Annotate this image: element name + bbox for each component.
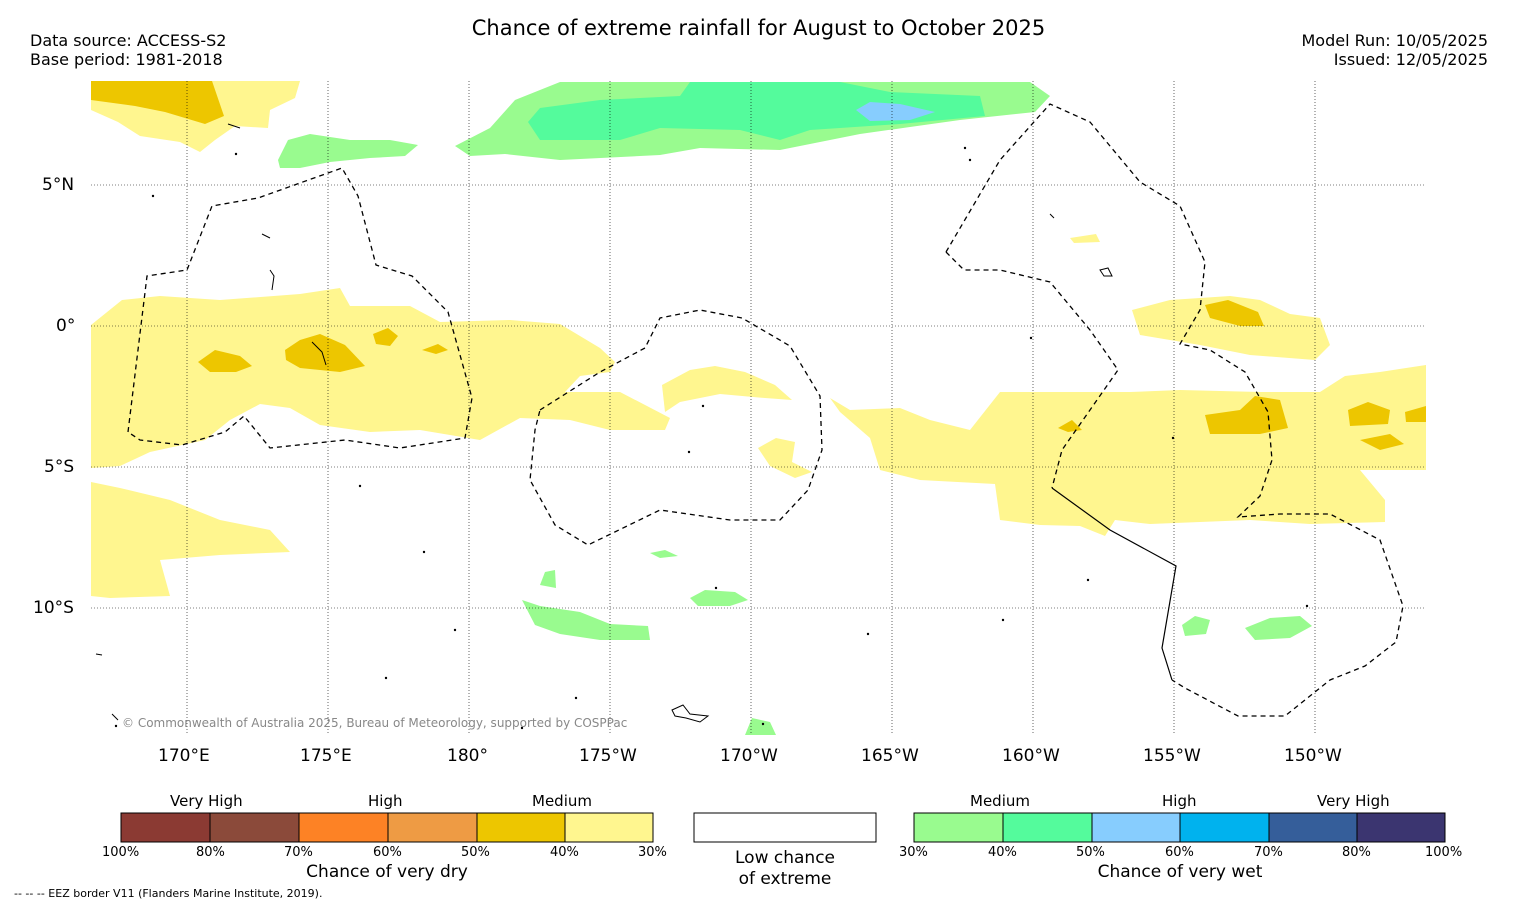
model-run-label: Model Run: 10/05/2025 — [1301, 31, 1489, 50]
dry-category-very-high: Very High — [170, 792, 243, 810]
dry-category-high: High — [368, 792, 403, 810]
base-period-label: Base period: 1981-2018 — [30, 50, 223, 69]
dry-patch-east-dot — [1070, 234, 1100, 243]
lat-label-0: 0° — [56, 316, 76, 336]
lon-label-170w: 170°W — [720, 746, 778, 766]
wet-legend-title: Chance of very wet — [1097, 862, 1263, 882]
wet-patch-south3 — [540, 570, 556, 588]
wet-tick-80: 80% — [1342, 845, 1371, 860]
dry-band-west — [91, 288, 670, 468]
wet-category-high: High — [1162, 792, 1197, 810]
wet-patch-south5 — [1245, 616, 1312, 640]
island-outlines — [95, 123, 1113, 723]
low-chance-label: Low chance of extreme — [694, 848, 876, 890]
wet-patch-south4 — [650, 550, 678, 558]
lon-label-170e: 170°E — [158, 746, 210, 766]
dry-swatch-5 — [565, 813, 653, 842]
dry-patch-east-small — [1058, 420, 1082, 432]
dry-band-east-core2 — [1205, 396, 1288, 434]
run-info-block: Model Run: 10/05/2025 Issued: 12/05/2025 — [1302, 31, 1489, 69]
dry-category-medium: Medium — [532, 792, 592, 810]
dry-patch-central-south — [758, 438, 812, 478]
wet-tick-50: 50% — [1076, 845, 1105, 860]
dry-band-west-core2 — [285, 334, 365, 372]
wet-tick-40: 40% — [988, 845, 1017, 860]
dry-tick-100: 100% — [102, 845, 140, 860]
lat-label-10s: 10°S — [33, 598, 74, 618]
map-area — [91, 81, 1426, 735]
data-source-block: Data source: ACCESS-S2 Base period: 1981… — [30, 31, 226, 69]
dry-swatch-2 — [299, 813, 388, 842]
wet-swatch-0 — [914, 813, 1003, 842]
wet-colorbar — [913, 812, 1446, 843]
lon-label-180: 180° — [447, 746, 488, 766]
dry-band-east-core4 — [1360, 434, 1404, 450]
dry-swatch-0 — [121, 813, 210, 842]
dry-band-east — [830, 365, 1426, 536]
low-chance-line1: Low chance — [735, 848, 835, 868]
wet-swatch-3 — [1180, 813, 1269, 842]
lon-label-150w: 150°W — [1284, 746, 1342, 766]
dry-colorbar — [120, 812, 654, 843]
dry-tick-40: 40% — [550, 845, 579, 860]
wet-patch-north-west — [278, 134, 418, 168]
dry-swatch-1 — [210, 813, 299, 842]
eez-solid-border — [1051, 487, 1177, 681]
dry-legend-title: Chance of very dry — [306, 862, 468, 882]
dry-band-east-core5 — [1405, 406, 1426, 422]
wet-swatch-5 — [1357, 813, 1445, 842]
lon-label-155w: 155°W — [1143, 746, 1201, 766]
copyright-notice: © Commonwealth of Australia 2025, Bureau… — [122, 716, 628, 730]
dry-swatch-3 — [388, 813, 477, 842]
wet-swatch-4 — [1269, 813, 1357, 842]
wet-patch-south7 — [745, 718, 776, 735]
wet-tick-60: 60% — [1165, 845, 1194, 860]
dry-band-east-north — [1132, 296, 1330, 360]
dry-tick-70: 70% — [284, 845, 313, 860]
dry-tick-80: 80% — [196, 845, 225, 860]
dry-patch-central — [662, 366, 792, 412]
lon-label-165w: 165°W — [861, 746, 919, 766]
dry-band-west-core4 — [422, 344, 448, 354]
data-source-label: Data source: ACCESS-S2 — [30, 31, 227, 50]
grid-lines — [91, 81, 1426, 735]
wet-category-medium: Medium — [970, 792, 1030, 810]
dry-patch-southwest — [91, 482, 290, 598]
map-title: Chance of extreme rainfall for August to… — [471, 16, 1046, 40]
dry-band-east-core3 — [1348, 402, 1390, 426]
wet-category-very-high: Very High — [1317, 792, 1390, 810]
lat-label-5s: 5°S — [44, 457, 75, 477]
dry-tick-60: 60% — [373, 845, 402, 860]
wet-band-north-core — [528, 82, 985, 140]
low-chance-swatch — [693, 812, 877, 843]
island-dots — [114, 146, 1309, 730]
issued-label: Issued: 12/05/2025 — [1333, 50, 1488, 69]
eez-border-note: -- -- -- EEZ border V11 (Flanders Marine… — [14, 887, 323, 900]
wet-tick-30: 30% — [899, 845, 928, 860]
dry-band-west-core3 — [373, 328, 398, 346]
wet-patch-south2 — [690, 590, 748, 606]
wet-patch-south1 — [522, 600, 650, 640]
dry-band-east-core1 — [1205, 300, 1264, 326]
dry-patch-northwest-core — [91, 81, 224, 124]
dry-band-west-core1 — [198, 350, 252, 372]
dry-tick-30: 30% — [638, 845, 667, 860]
lon-label-175e: 175°E — [300, 746, 352, 766]
lon-label-175w: 175°W — [579, 746, 637, 766]
eez-borders — [127, 103, 1404, 717]
lon-label-160w: 160°W — [1002, 746, 1060, 766]
dry-tick-50: 50% — [461, 845, 490, 860]
wet-band-north-high — [856, 102, 935, 121]
wet-swatch-2 — [1092, 813, 1180, 842]
lat-label-5n: 5°N — [42, 175, 75, 195]
dry-swatch-4 — [477, 813, 565, 842]
wet-patch-south6 — [1182, 616, 1210, 636]
wet-swatch-1 — [1003, 813, 1092, 842]
low-chance-line2: of extreme — [738, 869, 832, 889]
wet-tick-100: 100% — [1425, 845, 1463, 860]
wet-tick-70: 70% — [1254, 845, 1283, 860]
